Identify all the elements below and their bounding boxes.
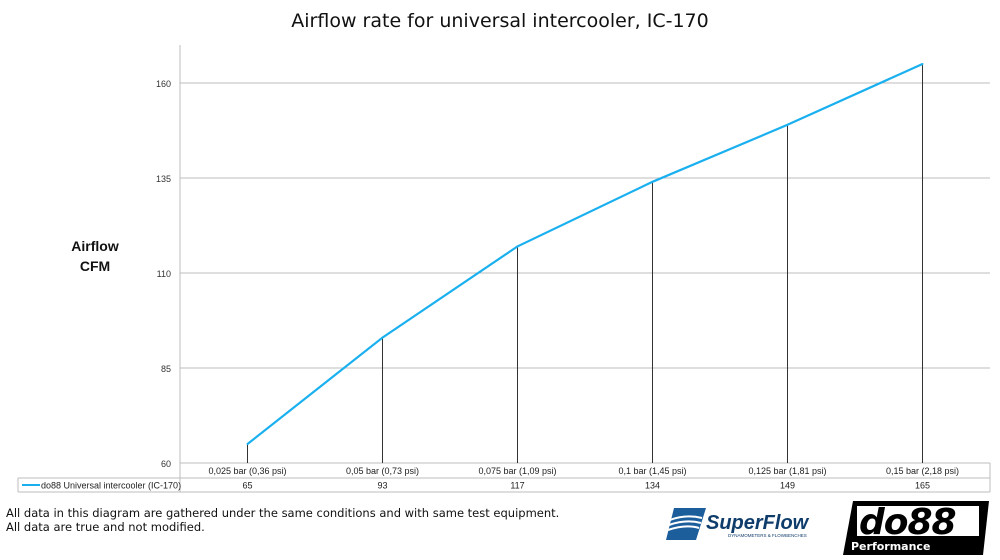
y-tick-label: 85 <box>161 364 171 374</box>
svg-text:Performance: Performance <box>851 540 930 553</box>
data-table-value: 117 <box>510 481 524 491</box>
series-line <box>246 62 923 445</box>
x-tick-label: 0,15 bar (2,18 psi) <box>886 466 959 476</box>
data-point <box>651 180 654 183</box>
svg-text:DYNAMOMETERS & FLOWBENCHES: DYNAMOMETERS & FLOWBENCHES <box>728 533 807 538</box>
data-table-value: 65 <box>242 481 252 491</box>
data-point <box>381 336 384 339</box>
superflow-logo: SuperFlow DYNAMOMETERS & FLOWBENCHES <box>666 508 810 540</box>
data-table-value: 134 <box>645 481 660 491</box>
y-tick-label: 60 <box>161 459 171 469</box>
x-tick-label: 0,1 bar (1,45 psi) <box>618 466 686 476</box>
x-tick-label: 0,075 bar (1,09 psi) <box>478 466 556 476</box>
y-tick-label: 135 <box>156 174 171 184</box>
data-point <box>786 123 789 126</box>
data-point <box>516 245 519 248</box>
x-tick-label: 0,05 bar (0,73 psi) <box>346 466 419 476</box>
data-table-value: 165 <box>915 481 930 491</box>
svg-text:SuperFlow: SuperFlow <box>706 512 810 534</box>
footer-note-1: All data in this diagram are gathered un… <box>6 506 560 520</box>
y-axis-label: Airflow CFM <box>50 236 140 276</box>
chart-svg: 60 85 110 135 160 do88 Universal intercooler … <box>17 45 991 493</box>
footer-note-2: All data are true and not modified. <box>6 520 205 534</box>
chart-title: Airflow rate for universal intercooler, … <box>291 10 709 32</box>
y-tick-label: 160 <box>156 79 171 89</box>
data-point <box>921 63 924 65</box>
svg-text:do88: do88 <box>859 502 956 543</box>
x-tick-label: 0,025 bar (0,36 psi) <box>208 466 286 476</box>
y-axis-label-line2: CFM <box>79 258 111 274</box>
data-point <box>246 443 249 445</box>
data-table-value: 149 <box>780 481 795 491</box>
do88-logo: do88 Performance <box>843 501 989 555</box>
data-table-value: 93 <box>377 481 387 491</box>
y-axis-label-line1: Airflow <box>71 238 119 254</box>
y-tick-label: 110 <box>157 269 171 279</box>
legend-label: do88 Universal intercooler (IC-170) <box>41 481 181 491</box>
x-tick-label: 0,125 bar (1,81 psi) <box>748 466 826 476</box>
